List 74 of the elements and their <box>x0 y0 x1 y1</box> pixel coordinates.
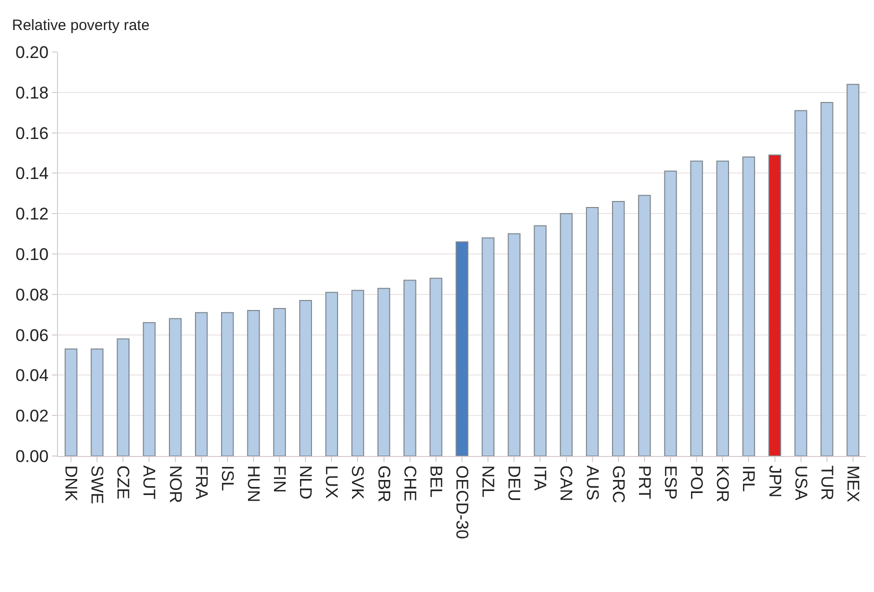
bar <box>90 348 104 456</box>
bar <box>508 233 520 456</box>
x-tick-label: NZL <box>478 465 498 498</box>
bar <box>325 292 338 456</box>
bar <box>820 102 834 456</box>
bar <box>612 200 625 456</box>
bar <box>194 312 208 456</box>
bar <box>142 322 156 456</box>
bar <box>560 213 573 456</box>
bar <box>247 310 260 456</box>
bar <box>456 241 468 456</box>
x-tick-label: CAN <box>556 465 576 502</box>
x-tick-label: POL <box>687 465 706 500</box>
y-tick-label: 0.16 <box>16 124 49 143</box>
bar <box>482 237 494 456</box>
x-tick-label: GBR <box>374 465 394 502</box>
bar <box>221 312 234 456</box>
y-tick-label: 0.08 <box>16 285 49 304</box>
x-tick-label: ISL <box>218 465 237 491</box>
y-tick-label: 0.20 <box>16 42 49 62</box>
bar <box>690 160 703 456</box>
x-tick-label: JPN <box>765 465 784 498</box>
bar <box>64 348 78 456</box>
bar <box>168 318 182 456</box>
y-tick-label: 0.10 <box>16 244 49 264</box>
bar <box>664 170 677 456</box>
y-tick-label: 0.18 <box>16 83 49 102</box>
bar <box>742 156 756 456</box>
y-tick-label: 0.02 <box>16 406 49 426</box>
x-tick-label: OECD-30 <box>452 465 472 540</box>
bar <box>430 278 442 456</box>
x-tick-label: BEL <box>426 465 446 498</box>
bar <box>377 288 390 456</box>
x-tick-label: AUS <box>582 465 602 500</box>
bar <box>404 280 416 456</box>
x-tick-label: KOR <box>713 465 732 502</box>
x-tick-label: HUN <box>244 465 263 502</box>
x-tick-label: TUR <box>817 465 836 500</box>
x-tick-label: ITA <box>530 465 550 492</box>
x-tick-label: DNK <box>62 465 81 502</box>
bar <box>586 207 599 456</box>
bar <box>273 308 286 456</box>
x-tick-label: NOR <box>166 465 185 504</box>
x-tick-label: CHE <box>400 465 420 502</box>
bar <box>846 84 860 456</box>
x-tick-label: FIN <box>270 465 290 493</box>
x-tick-label: PRT <box>634 465 654 500</box>
x-tick-label: IRL <box>739 465 758 492</box>
bar <box>299 300 312 456</box>
x-tick-label: USA <box>791 465 810 502</box>
bar <box>534 225 547 456</box>
y-tick-label: 0.14 <box>16 164 49 184</box>
x-tick-label: CZE <box>114 465 133 500</box>
y-tick-label: 0.04 <box>16 366 49 386</box>
x-tick-label: FRA <box>192 465 211 500</box>
x-tick-label: SVK <box>348 465 368 500</box>
x-tick-label: GRC <box>608 465 628 504</box>
x-tick-label: AUT <box>140 465 159 500</box>
bar <box>116 338 130 456</box>
bar <box>768 154 782 456</box>
x-tick-label: SWE <box>88 465 107 504</box>
y-tick-label: 0.06 <box>16 326 49 345</box>
x-tick-label: ESP <box>660 465 680 500</box>
y-axis-title: Relative poverty rate <box>12 17 150 34</box>
y-tick-label: 0.00 <box>16 446 49 466</box>
x-tick-label: LUX <box>322 465 342 498</box>
bar <box>638 194 651 456</box>
bar <box>716 160 730 456</box>
x-tick-label: DEU <box>504 465 524 502</box>
x-tick-label: NLD <box>296 465 316 500</box>
bar <box>351 290 364 456</box>
x-tick-label: MEX <box>843 465 862 502</box>
bar <box>794 110 808 456</box>
y-tick-label: 0.12 <box>16 204 49 224</box>
